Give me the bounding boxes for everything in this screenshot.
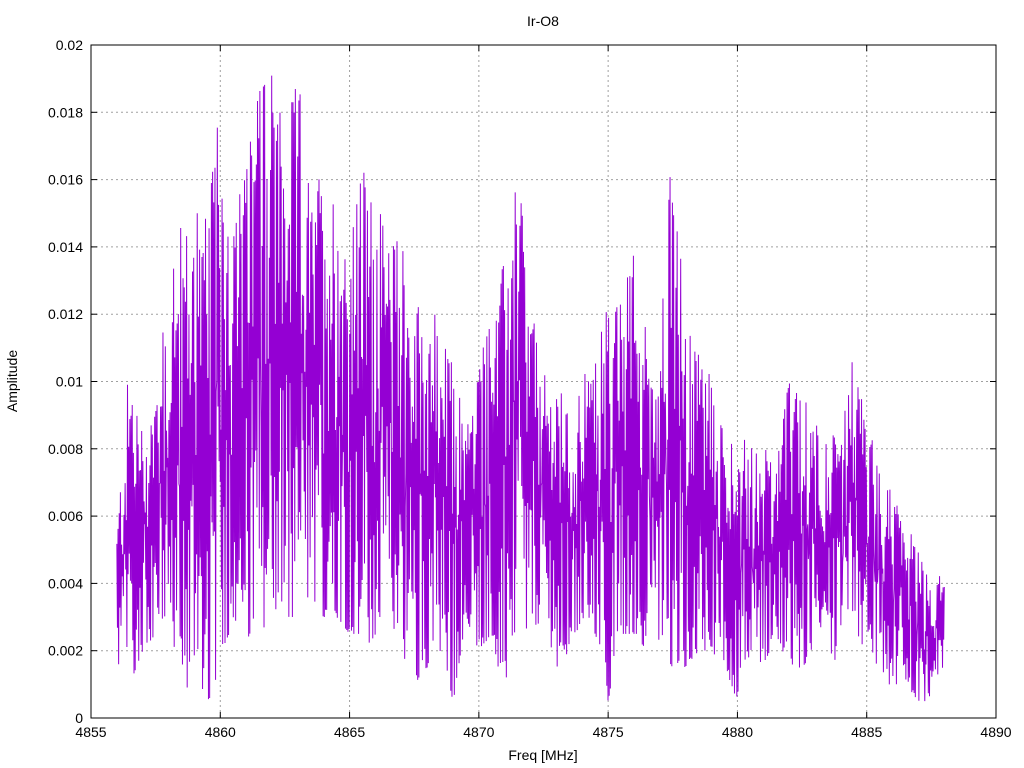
y-tick-label: 0.014	[48, 239, 83, 255]
y-tick-label: 0.01	[56, 374, 83, 390]
x-tick-label: 4885	[851, 724, 882, 740]
x-tick-label: 4865	[334, 724, 365, 740]
y-tick-label: 0	[75, 710, 83, 726]
x-tick-label: 4855	[75, 724, 106, 740]
y-tick-label: 0.008	[48, 441, 83, 457]
y-tick-label: 0.006	[48, 508, 83, 524]
y-tick-label: 0.012	[48, 306, 83, 322]
series-line	[116, 75, 945, 702]
x-tick-label: 4875	[593, 724, 624, 740]
y-axis-title: Amplitude	[4, 350, 20, 412]
x-tick-label: 4890	[980, 724, 1011, 740]
x-tick-label: 4860	[205, 724, 236, 740]
axis-ticks: 4855 4860 4865 4870 4875 4880 4885 4890 0 0.002 0.…	[48, 37, 1012, 740]
chart-title: Ir-O8	[527, 13, 559, 29]
x-tick-label: 4870	[463, 724, 494, 740]
x-axis-title: Freq [MHz]	[508, 747, 577, 763]
y-tick-label: 0.02	[56, 37, 83, 53]
y-tick-label: 0.002	[48, 643, 83, 659]
amplitude-series-line	[116, 75, 945, 702]
y-tick-label: 0.016	[48, 172, 83, 188]
x-tick-label: 4880	[722, 724, 753, 740]
y-tick-label: 0.018	[48, 104, 83, 120]
y-tick-label: 0.004	[48, 575, 83, 591]
